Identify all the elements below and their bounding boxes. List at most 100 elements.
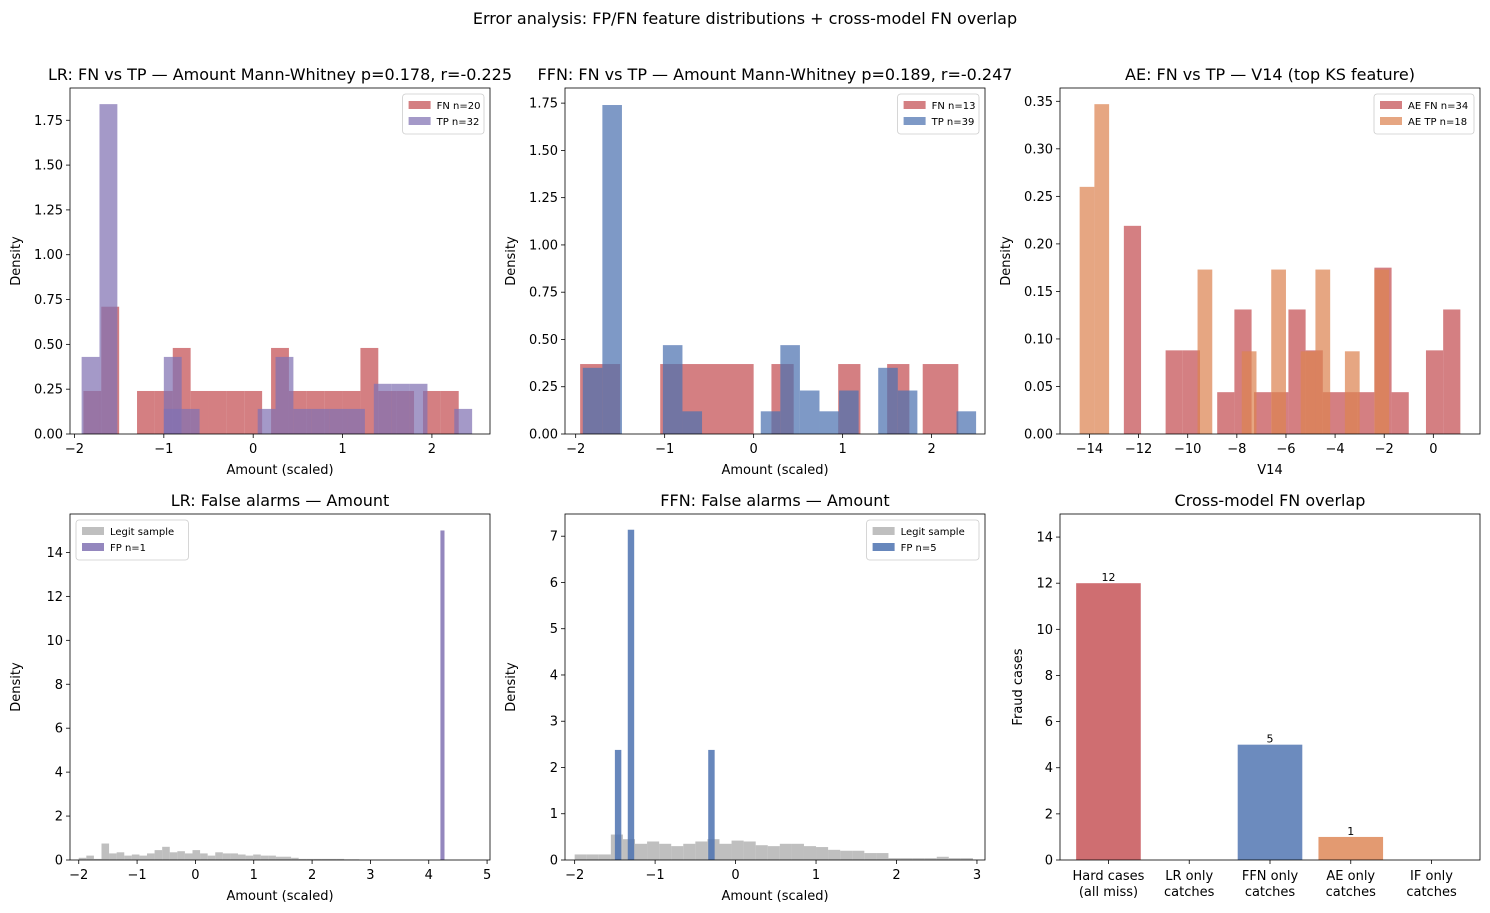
legend-entry: Legit sample — [110, 527, 174, 538]
x-axis-label: Amount (scaled) — [226, 463, 333, 478]
chart-title: FFN: False alarms — Amount — [660, 491, 889, 510]
histogram-bar — [311, 408, 330, 434]
histogram-bar — [329, 858, 337, 860]
histogram-bar — [298, 858, 307, 860]
y-tick-label: 0.50 — [34, 338, 63, 353]
x-tick-label: 1 — [338, 442, 346, 457]
histogram-bar — [876, 853, 889, 860]
y-tick-label: 0.75 — [529, 286, 558, 301]
series-1 — [81, 104, 473, 435]
x-tick-label: −1 — [127, 868, 146, 883]
x-tick-label: catches — [1406, 885, 1457, 900]
x-tick-label: 2 — [428, 442, 436, 457]
histogram-bar — [602, 105, 622, 435]
legend-entry: AE TP n=18 — [1408, 117, 1467, 128]
histogram-bar — [647, 841, 660, 860]
y-axis-label: Fraud cases — [1011, 648, 1026, 725]
y-tick-label: 5 — [550, 622, 558, 637]
histogram-bar — [948, 858, 961, 860]
legend-entry: FP n=1 — [110, 543, 146, 554]
histogram-bar — [101, 843, 110, 860]
x-tick-label: −2 — [69, 868, 88, 883]
histogram-bar — [275, 856, 284, 860]
y-axis-label: Density — [9, 662, 24, 712]
legend-swatch — [872, 527, 895, 535]
bar — [1237, 744, 1303, 860]
series-1 — [614, 529, 715, 860]
y-tick-label: 0.00 — [529, 428, 558, 443]
bar-data-label: 12 — [1101, 571, 1115, 584]
legend-swatch — [903, 117, 926, 125]
x-tick-label: catches — [1164, 885, 1215, 900]
histogram-bar — [683, 843, 696, 860]
histogram-bar — [215, 852, 223, 860]
x-tick-label: 3 — [973, 868, 981, 883]
x-tick-label: IF only — [1410, 869, 1453, 884]
histogram-bar — [1241, 351, 1257, 434]
histogram-bar — [1357, 392, 1375, 434]
legend: Legit sample FP n=1 — [75, 519, 189, 561]
histogram-bar — [293, 408, 312, 434]
legend-swatch — [1380, 117, 1402, 125]
histogram-bar — [719, 843, 732, 860]
x-tick-label: 1 — [812, 868, 820, 883]
histogram-bar — [799, 390, 820, 434]
histogram-bar — [253, 854, 261, 860]
legend-entry: Legit sample — [901, 527, 965, 538]
chart-title: Cross-model FN overlap — [1175, 491, 1366, 510]
x-tick-label: 4 — [425, 868, 433, 883]
y-tick-label: 0.25 — [529, 380, 558, 395]
histogram-bar — [627, 529, 635, 860]
legend: FN n=13 TP n=39 — [897, 93, 980, 135]
histogram-bar — [238, 854, 246, 860]
y-tick-label: 2 — [550, 761, 558, 776]
histogram-bar — [956, 411, 977, 434]
series-1 — [582, 105, 977, 435]
histogram-bar — [662, 345, 683, 434]
x-axis-label: Amount (scaled) — [721, 463, 828, 478]
y-tick-label: 1.50 — [34, 159, 63, 174]
series-0 — [78, 843, 360, 860]
histogram-bar — [169, 852, 178, 860]
axes-frame — [564, 87, 986, 435]
histogram-bar — [682, 411, 703, 434]
x-tick-label: 1 — [838, 442, 846, 457]
histogram-bar — [852, 850, 865, 860]
x-tick-label: −8 — [1227, 442, 1246, 457]
x-tick-label: 2 — [308, 868, 316, 883]
y-axis-label: Density — [999, 236, 1014, 286]
histogram-bar — [708, 749, 715, 860]
histogram-bar — [440, 530, 445, 860]
series-0 — [1123, 225, 1461, 434]
histogram-bar — [839, 390, 859, 434]
histogram-bar — [181, 408, 200, 434]
histogram-bar — [635, 843, 648, 860]
x-tick-label: −1 — [154, 442, 173, 457]
x-tick-label: 0 — [1429, 442, 1437, 457]
y-tick-label: 0.75 — [34, 293, 63, 308]
legend-box — [866, 519, 980, 561]
x-tick-label: 1 — [250, 868, 258, 883]
histogram-bar — [139, 855, 147, 860]
x-tick-label: −12 — [1125, 442, 1152, 457]
histogram-bar — [200, 853, 208, 860]
histogram-bar — [924, 858, 937, 860]
y-tick-label: 0.25 — [34, 383, 63, 398]
histogram-bar — [819, 411, 840, 434]
y-tick-label: 14 — [1036, 531, 1053, 546]
histogram-bar — [1197, 269, 1213, 434]
legend-swatch — [903, 101, 926, 109]
legend-box — [402, 93, 485, 135]
histogram-bar — [245, 855, 254, 860]
y-tick-label: 8 — [1045, 669, 1053, 684]
y-tick-label: 0.10 — [1024, 332, 1053, 347]
y-tick-label: 10 — [1036, 623, 1053, 638]
histogram-bar — [454, 408, 473, 434]
x-tick-label: −2 — [1375, 442, 1394, 457]
legend-box — [75, 519, 189, 561]
x-tick-label: −14 — [1076, 442, 1103, 457]
bar — [1318, 836, 1384, 860]
histogram-bar — [131, 854, 140, 860]
x-tick-label: 3 — [366, 868, 374, 883]
histogram-bar — [1391, 392, 1409, 434]
